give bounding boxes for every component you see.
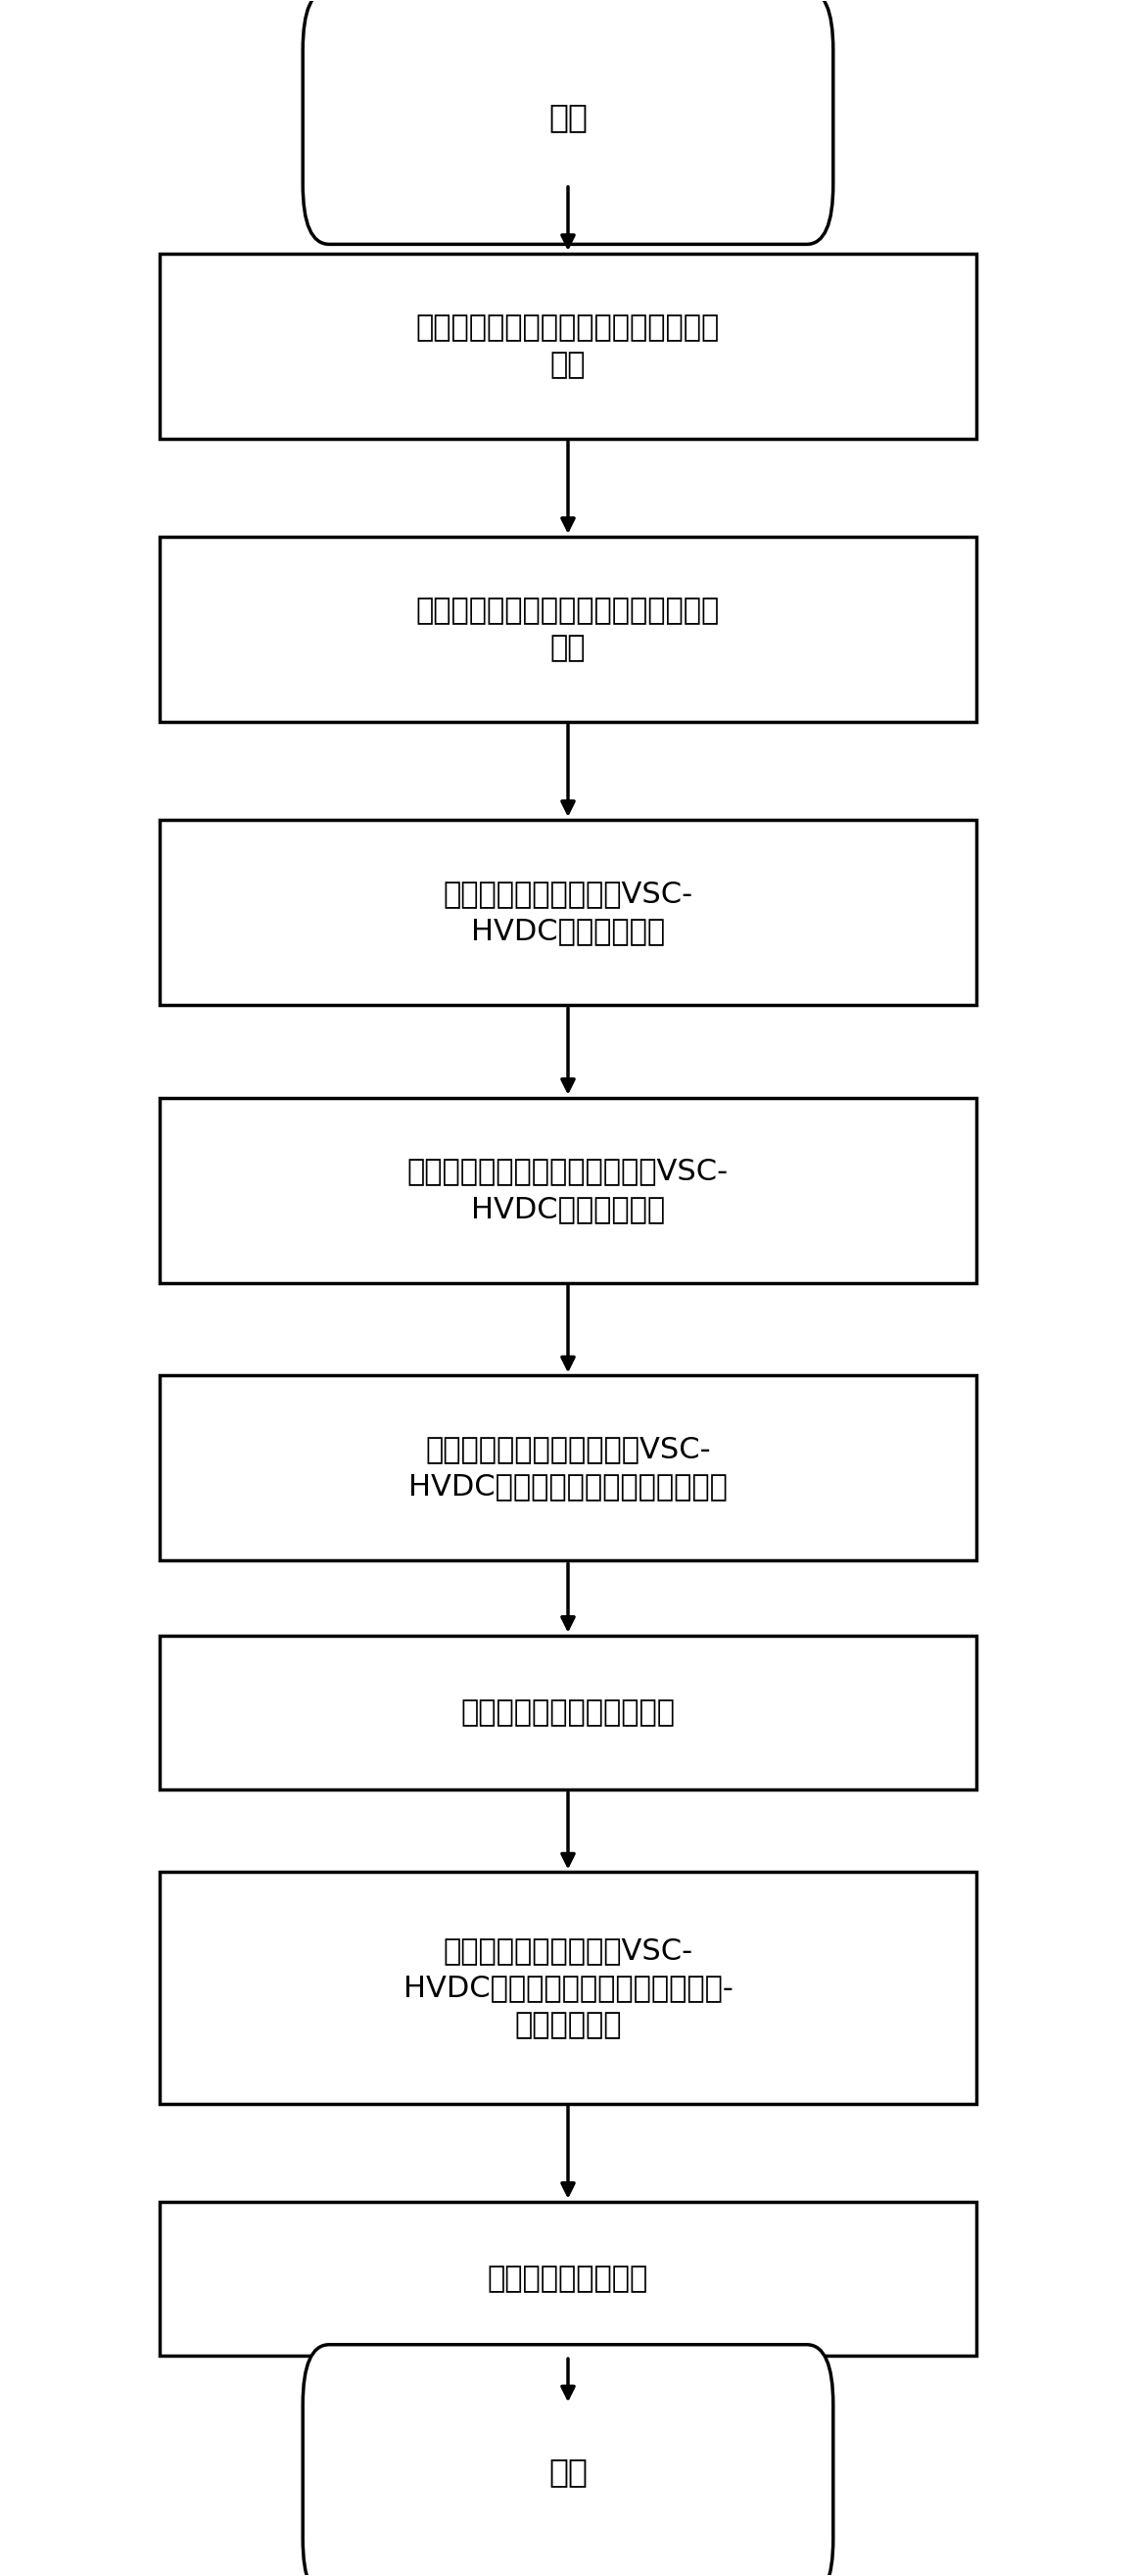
Text: 结束: 结束	[549, 2455, 587, 2488]
FancyBboxPatch shape	[160, 252, 976, 438]
FancyBboxPatch shape	[160, 1376, 976, 1561]
Text: 确定调相机配置数量: 确定调相机配置数量	[487, 2264, 649, 2293]
Text: 确定当前条件下能够配置的调相机最大
台数: 确定当前条件下能够配置的调相机最大 台数	[416, 314, 720, 379]
Text: 仿真计算各预想故障下VSC-
HVDC系统运行风险: 仿真计算各预想故障下VSC- HVDC系统运行风险	[443, 878, 693, 945]
Text: 确定预想故障集，以及各预想故障发生
概率: 确定预想故障集，以及各预想故障发生 概率	[416, 595, 720, 662]
Text: 确定配置调相机的成本代价: 确定配置调相机的成本代价	[461, 1698, 675, 1726]
Text: 仿真计算配置不同数量调相机时VSC-
HVDC系统运行特性: 仿真计算配置不同数量调相机时VSC- HVDC系统运行特性	[408, 1157, 728, 1224]
Text: 量化分析配置调相机对提升VSC-
HVDC系统交流故障穿越能力的效果: 量化分析配置调相机对提升VSC- HVDC系统交流故障穿越能力的效果	[409, 1435, 727, 1502]
FancyBboxPatch shape	[303, 2344, 833, 2576]
FancyBboxPatch shape	[160, 2202, 976, 2357]
FancyBboxPatch shape	[303, 0, 833, 245]
FancyBboxPatch shape	[160, 1636, 976, 1790]
FancyBboxPatch shape	[160, 1097, 976, 1283]
FancyBboxPatch shape	[160, 536, 976, 721]
FancyBboxPatch shape	[160, 1873, 976, 2105]
Text: 确定配置调相机对提升VSC-
HVDC系统交流故障穿越能力的效果-
代价评估指标: 确定配置调相机对提升VSC- HVDC系统交流故障穿越能力的效果- 代价评估指标	[403, 1937, 733, 2040]
Text: 开始: 开始	[549, 100, 587, 134]
FancyBboxPatch shape	[160, 819, 976, 1005]
